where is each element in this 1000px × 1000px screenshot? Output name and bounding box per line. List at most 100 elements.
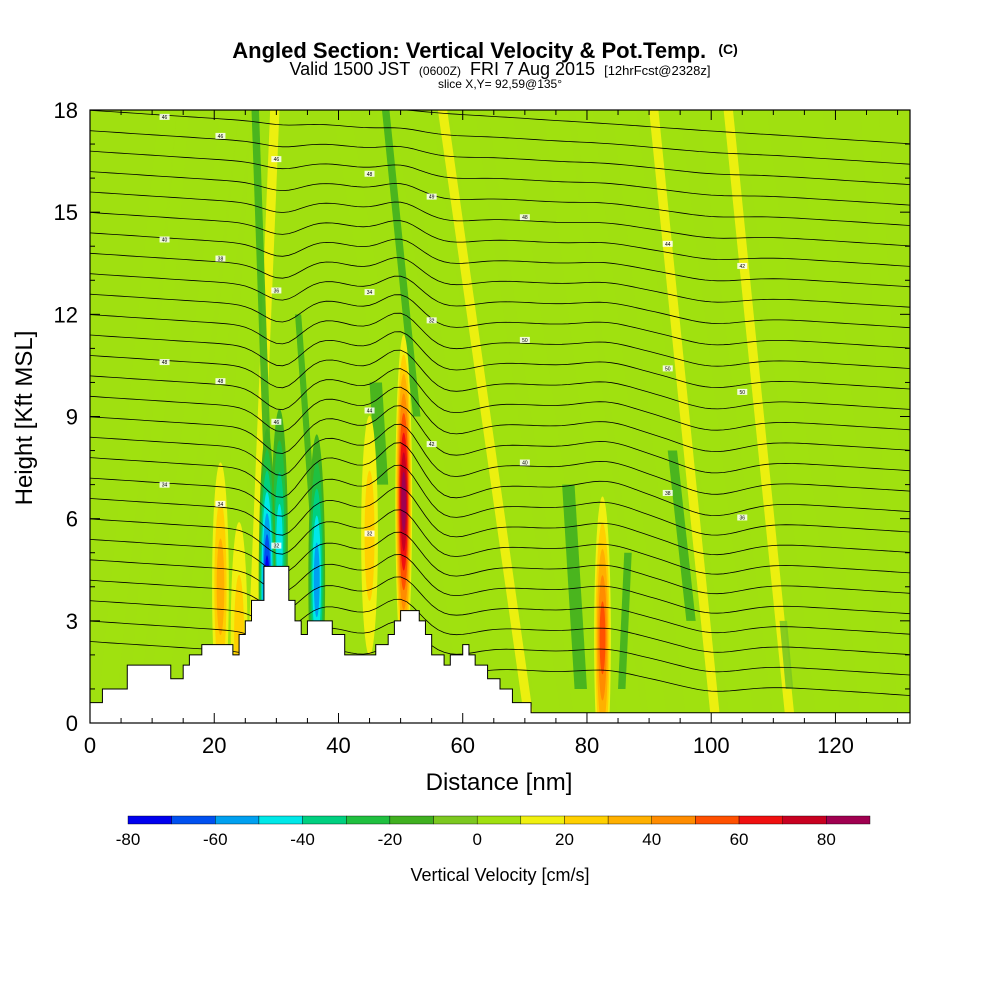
x-tick-label: 100: [693, 733, 730, 758]
isentrope-label-bg-0: [159, 113, 170, 120]
downdraft-core-0-level-4: [313, 542, 320, 618]
isentrope-8: [90, 464, 910, 536]
isentrope-4: [90, 554, 910, 615]
y-tick-label: 0: [66, 711, 78, 736]
isentrope-label-bg-10: [271, 287, 282, 294]
isentrope-label-bg-23: [737, 514, 748, 521]
isentrope-11: [90, 405, 910, 474]
velocity-band-17: [860, 110, 910, 723]
colorbar-tick-label: -60: [203, 830, 228, 849]
chart-subtitle: Valid 1500 JST (0600Z) FRI 7 Aug 2015 [1…: [289, 59, 710, 79]
isentrope-label-4: 49: [429, 195, 435, 201]
isentrope-label-bg-9: [215, 255, 226, 262]
colorbar-swatch: [520, 815, 565, 825]
isentrope-label-bg-21: [519, 459, 530, 466]
isentrope-6: [90, 509, 910, 575]
velocity-bands: [96, 110, 910, 723]
potential-temperature-contours: 46 46 46 48 49 48 44 42 40 38 36 34 32 50 50 50 48 48 46 44…: [90, 110, 910, 696]
x-tick-label: 120: [817, 733, 854, 758]
isentrope-label-3: 48: [367, 172, 373, 178]
isentrope-label-16: 48: [162, 360, 168, 366]
downdraft-streak-2: [381, 110, 421, 417]
isentrope-7: [90, 486, 910, 556]
isentrope-25: [90, 130, 910, 185]
isentrope-label-2: 46: [274, 157, 280, 163]
isentrope-label-bg-4: [426, 193, 437, 200]
isentrope-26: [90, 110, 910, 165]
y-tick-label: 15: [54, 200, 78, 225]
x-tick-label: 20: [202, 733, 226, 758]
colorbar-tick-label: 20: [555, 830, 574, 849]
chart-title: Angled Section: Vertical Velocity & Pot.…: [232, 38, 738, 63]
isentrope-label-0: 46: [162, 115, 168, 121]
isentrope-label-bg-27: [364, 530, 375, 537]
velocity-band-13: [655, 110, 755, 723]
colorbar-swatch: [782, 815, 827, 825]
isentrope-label-bg-8: [159, 236, 170, 243]
isentrope-2: [90, 598, 910, 655]
colorbar-swatch: [258, 815, 303, 825]
velocity-band-2: [145, 110, 240, 723]
subtitle-utc: (0600Z): [419, 64, 461, 78]
velocity-band-19: [649, 110, 721, 723]
isentrope-label-17: 48: [218, 379, 224, 385]
isentrope-label-bg-20: [426, 441, 437, 448]
chart-title-unit: (C): [718, 41, 737, 57]
colorbar: -80 -60 -40 -20 0 20 40 60 80: [116, 815, 871, 849]
isentrope-22: [90, 191, 910, 247]
isentrope-10: [90, 423, 910, 495]
x-tick-label: 60: [450, 733, 474, 758]
updraft-core-1-level-4: [599, 601, 606, 675]
colorbar-title: Vertical Velocity [cm/s]: [410, 865, 589, 885]
isentrope-19: [90, 252, 910, 308]
slice-info: slice X,Y= 92,59@135°: [438, 77, 562, 91]
isentrope-label-bg-2: [271, 156, 282, 163]
colorbar-tick-label: 40: [642, 830, 661, 849]
colorbar-tick-label: -80: [116, 830, 141, 849]
isentrope-12: [90, 386, 910, 453]
downdraft-streak-3: [562, 484, 587, 689]
colorbar-swatch: [564, 815, 609, 825]
velocity-band-5: [332, 110, 451, 723]
colorbar-swatch: [738, 815, 783, 825]
isentrope-17: [90, 293, 910, 349]
isentrope-label-23: 36: [739, 516, 745, 522]
colorbar-swatch: [607, 815, 652, 825]
isentrope-label-26: 32: [274, 544, 280, 550]
colorbar-swatch: [651, 815, 696, 825]
colorbar-tick-label: 0: [472, 830, 481, 849]
isentrope-9: [90, 442, 910, 517]
isentrope-label-25: 34: [218, 502, 224, 508]
terrain: [89, 565, 911, 724]
subtitle-date: FRI 7 Aug 2015: [470, 59, 595, 79]
isentrope-label-15: 50: [739, 390, 745, 396]
isentrope-label-bg-17: [215, 378, 226, 385]
isentrope-20: [90, 232, 910, 288]
colorbar-swatch: [433, 815, 478, 825]
isentrope-label-13: 50: [522, 338, 528, 344]
isentrope-label-bg-5: [519, 214, 530, 221]
isentrope-label-bg-22: [662, 489, 673, 496]
isentrope-label-bg-19: [364, 407, 375, 414]
isentrope-label-bg-13: [519, 336, 530, 343]
colorbar-swatch: [695, 815, 740, 825]
isentrope-label-1: 46: [218, 134, 224, 140]
y-axis-title: Height [Kft MSL]: [11, 331, 38, 506]
isentrope-label-9: 38: [218, 257, 224, 263]
y-tick-label: 18: [54, 98, 78, 123]
subtitle-valid: Valid 1500 JST: [289, 59, 410, 79]
isentrope-label-14: 50: [665, 366, 671, 372]
colorbar-swatch: [127, 815, 172, 825]
isentrope-label-22: 38: [665, 491, 671, 497]
isentrope-3: [90, 576, 910, 635]
isentrope-label-bg-14: [662, 365, 673, 372]
isentrope-label-8: 40: [162, 237, 168, 243]
chart-title-text: Angled Section: Vertical Velocity & Pot.…: [232, 38, 706, 63]
isentrope-label-bg-6: [662, 240, 673, 247]
isentrope-label-bg-3: [364, 170, 375, 177]
isentrope-label-bg-24: [159, 481, 170, 488]
isentrope-18: [90, 273, 910, 329]
colorbar-swatch: [302, 815, 347, 825]
isentrope-15: [90, 331, 910, 390]
isentrope-21: [90, 212, 910, 267]
